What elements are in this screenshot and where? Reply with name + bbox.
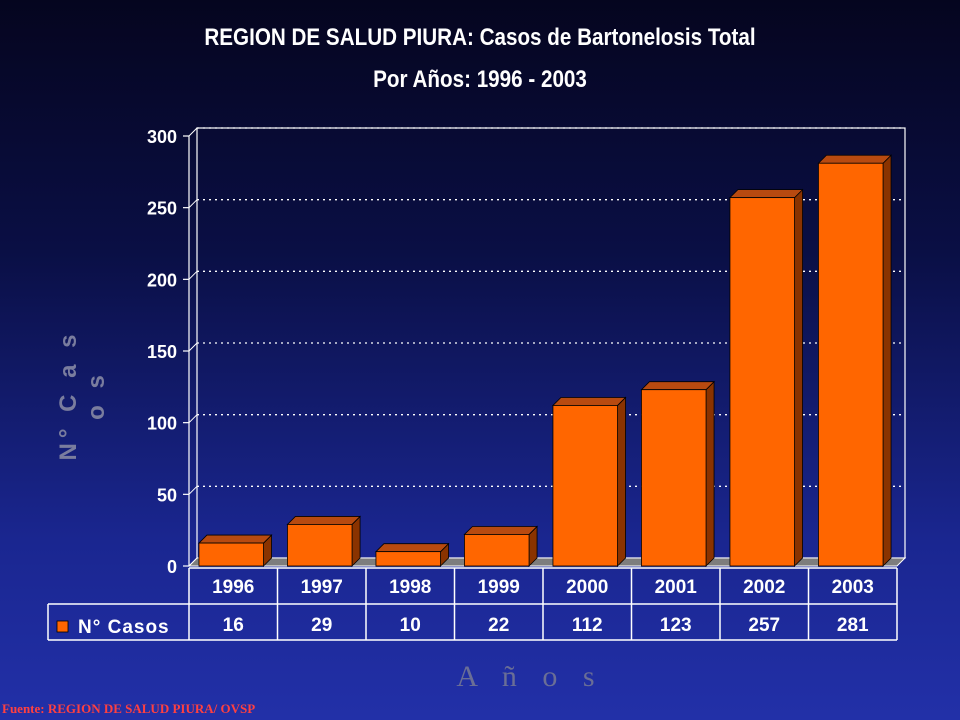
source-note: Fuente: REGION DE SALUD PIURA/ OVSP bbox=[2, 701, 256, 716]
bar bbox=[464, 534, 530, 567]
data-label: 22 bbox=[488, 615, 509, 636]
y-tick-label: 100 bbox=[147, 414, 177, 434]
y-tick-label: 200 bbox=[147, 270, 177, 290]
bar bbox=[552, 405, 618, 567]
legend-entry: N° Casos bbox=[78, 617, 170, 638]
bar bbox=[375, 551, 441, 567]
bar bbox=[818, 162, 884, 567]
chart-subtitle: Por Años: 1996 - 2003 bbox=[373, 66, 587, 93]
data-label: 257 bbox=[748, 615, 780, 636]
legend-swatch bbox=[56, 620, 69, 633]
bar-top bbox=[551, 397, 627, 406]
data-label: 10 bbox=[400, 615, 421, 636]
gridline-slant bbox=[188, 485, 198, 495]
data-label: 16 bbox=[223, 615, 244, 636]
bar-top bbox=[286, 516, 362, 525]
gridline-slant bbox=[188, 127, 198, 137]
bar-side bbox=[705, 380, 715, 567]
gridline-slant bbox=[188, 342, 198, 352]
data-label: 281 bbox=[837, 615, 869, 636]
bar-side bbox=[882, 154, 892, 567]
bar bbox=[198, 542, 264, 567]
bar-top bbox=[640, 381, 716, 391]
gridline-slant bbox=[188, 199, 198, 209]
bar bbox=[287, 524, 353, 567]
y-tick-label: 250 bbox=[147, 199, 177, 219]
category-label: 1999 bbox=[478, 577, 520, 598]
data-label: 123 bbox=[660, 615, 692, 636]
category-label: 1996 bbox=[212, 577, 254, 598]
bar-side bbox=[351, 515, 361, 567]
y-tick-label: 0 bbox=[167, 557, 177, 577]
y-tick-label: 150 bbox=[147, 342, 177, 362]
bar-top bbox=[374, 543, 450, 553]
y-axis-label: N° C a s o s bbox=[55, 329, 110, 461]
chart-title: REGION DE SALUD PIURA: Casos de Bartonel… bbox=[204, 24, 756, 51]
category-label: 2002 bbox=[743, 577, 785, 598]
category-label: 2003 bbox=[832, 577, 874, 598]
gridline-slant bbox=[188, 270, 198, 280]
bar-side bbox=[794, 188, 803, 567]
x-axis-label: A ñ o s bbox=[456, 660, 604, 693]
y-tick-label: 50 bbox=[157, 485, 177, 505]
data-label: 29 bbox=[311, 615, 332, 636]
gridline-slant bbox=[188, 414, 198, 424]
category-label: 2000 bbox=[566, 577, 608, 598]
data-label: 112 bbox=[572, 615, 603, 636]
bar-top bbox=[197, 534, 273, 544]
category-label: 1997 bbox=[301, 577, 343, 598]
category-label: 1998 bbox=[389, 577, 431, 598]
bar bbox=[641, 389, 707, 567]
category-label: 2001 bbox=[655, 577, 698, 598]
bar bbox=[729, 197, 795, 567]
bar-side bbox=[617, 396, 626, 567]
bar-top bbox=[463, 526, 539, 535]
bar-top bbox=[728, 189, 804, 199]
y-tick-label: 300 bbox=[147, 127, 177, 147]
bar-top bbox=[817, 154, 893, 164]
